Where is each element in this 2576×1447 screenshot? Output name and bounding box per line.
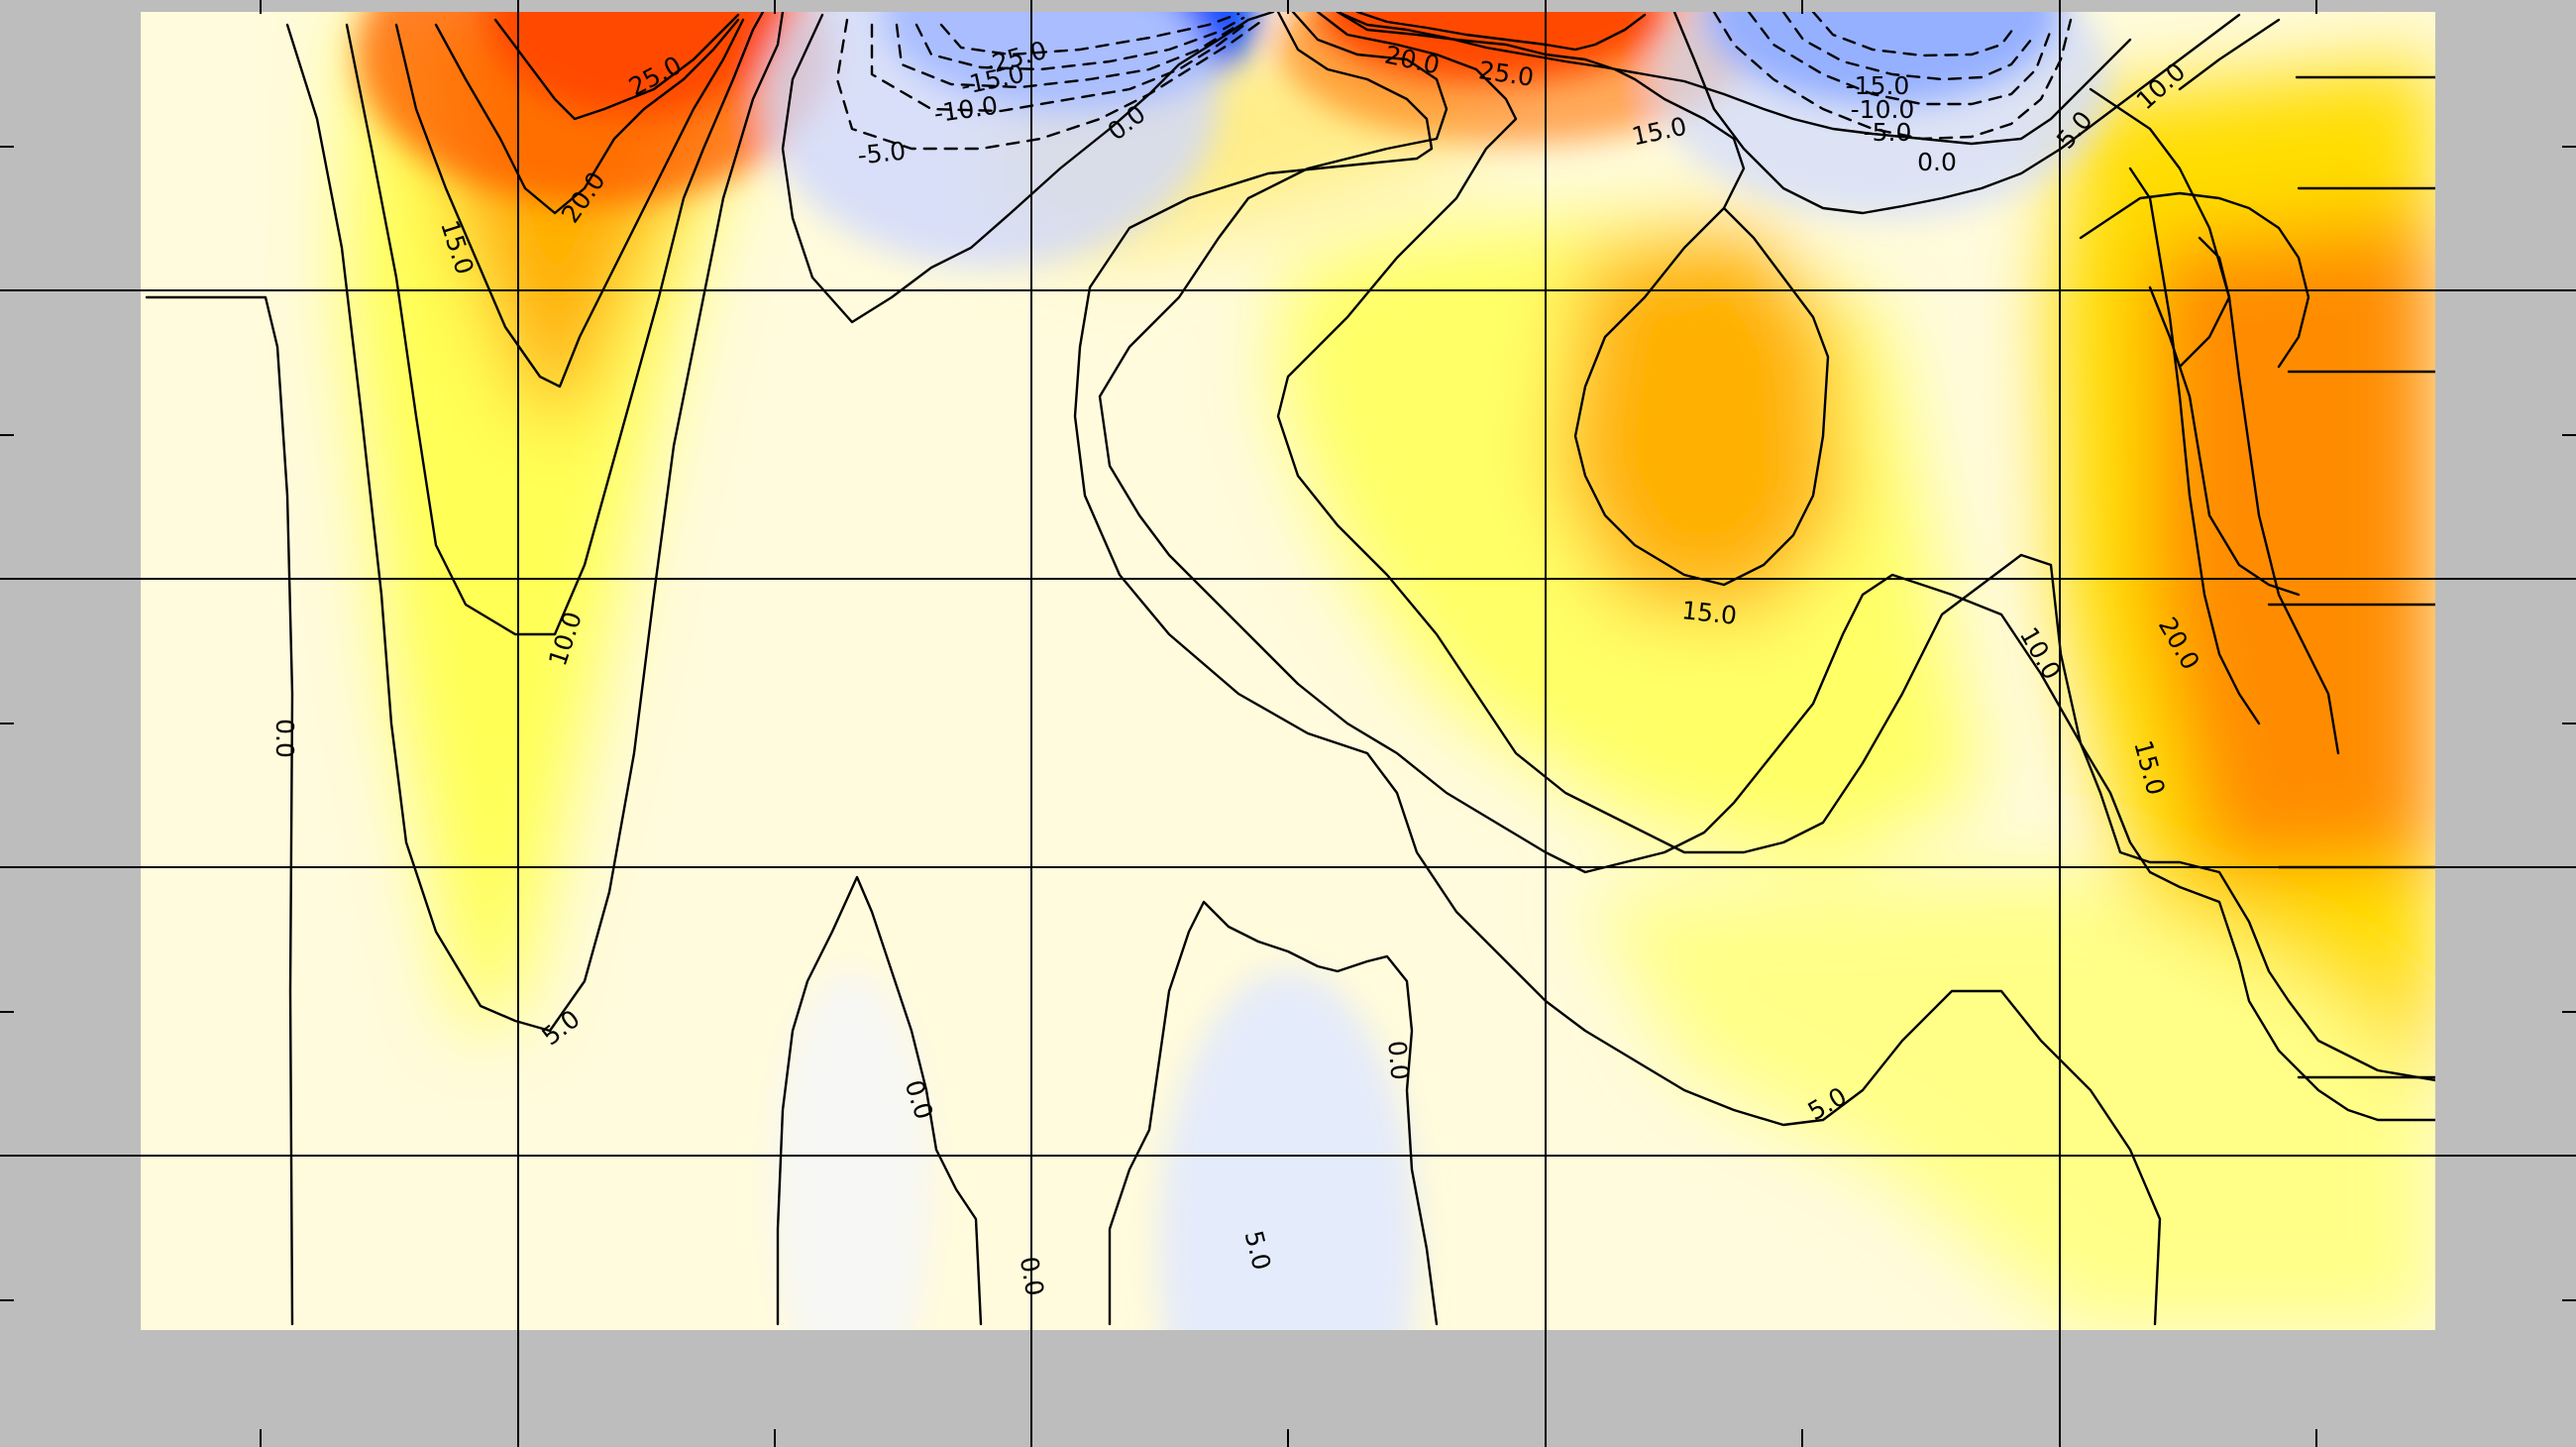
heat-region-right-core (2150, 218, 2435, 872)
contour-line-neg5-right (1712, 12, 2073, 141)
contour-line-right-edge-top (2178, 18, 2281, 91)
contour-line-five-center (1098, 12, 2435, 1122)
contour-line-neg20-right (1811, 12, 2018, 57)
contour-line-zero-center (1073, 12, 2162, 1326)
contour-line-right-inner-2 (2178, 236, 2231, 369)
contour-line-neg15-center-left (895, 23, 1240, 89)
heat-region-lower-right (1585, 872, 2435, 1330)
cold-cell-light-right (1655, 12, 2110, 218)
contour-line-ten-left (345, 12, 765, 636)
heat-region-center-core (1556, 228, 1843, 614)
cold-cell-deep-center (1159, 971, 1417, 1330)
contour-line-neg10-right (1747, 12, 2053, 106)
contour-line-zero-left (145, 295, 294, 1326)
contour-line-neg5-center-left (835, 18, 1265, 151)
contour-label: 0.0 (270, 719, 299, 758)
contour-line-twenty-right (2148, 285, 2301, 597)
heat-cell-orange-left (357, 12, 832, 203)
contour-line-fifteen-left (394, 18, 745, 389)
cold-cell-deep-left (773, 971, 931, 1330)
contour-label: 15.0 (1680, 596, 1738, 630)
contour-line-zero-deep-center (1108, 900, 1439, 1326)
contour-label: -5.0 (856, 137, 908, 170)
contour-line-zero-deep-left (776, 875, 983, 1326)
contour-line-neg10-center-left (870, 20, 1250, 113)
contour-line-neg20-center-left (914, 16, 1245, 71)
heatmap-fill (347, 12, 2435, 1330)
contour-label: -15.0 (1846, 71, 1910, 100)
contour-line-five-left (285, 12, 785, 1033)
contour-line-twentyfive-left (493, 13, 740, 121)
cold-cell-light-left (763, 12, 1219, 268)
contour-label: -10.0 (1851, 95, 1915, 124)
contour-lines (145, 12, 2435, 1326)
contour-line-zero-right (1672, 12, 2241, 215)
contour-line-ten-center (1276, 12, 2435, 1082)
contour-label: 0.0 (1917, 148, 1957, 176)
contour-line-neg25-center-left (939, 12, 1240, 56)
contour-line-fifteen-right (2128, 167, 2261, 725)
contour-line-twenty-center (1336, 12, 2132, 146)
contour-label: 0.0 (1382, 1040, 1414, 1081)
contour-line-neg15-right (1781, 12, 2033, 81)
contour-line-zero-center-left (781, 12, 1275, 324)
contour-line-right-inner-1 (2079, 191, 2310, 369)
contour-line-fifteen-center (1336, 12, 1830, 587)
contour-label: 0.0 (1015, 1255, 1049, 1298)
contour-line-twenty-left (434, 18, 740, 215)
contour-label: -5.0 (1864, 118, 1912, 147)
contour-line-ten-right-top (2089, 87, 2340, 755)
contour-line-twentyfive-center (1355, 12, 1647, 52)
